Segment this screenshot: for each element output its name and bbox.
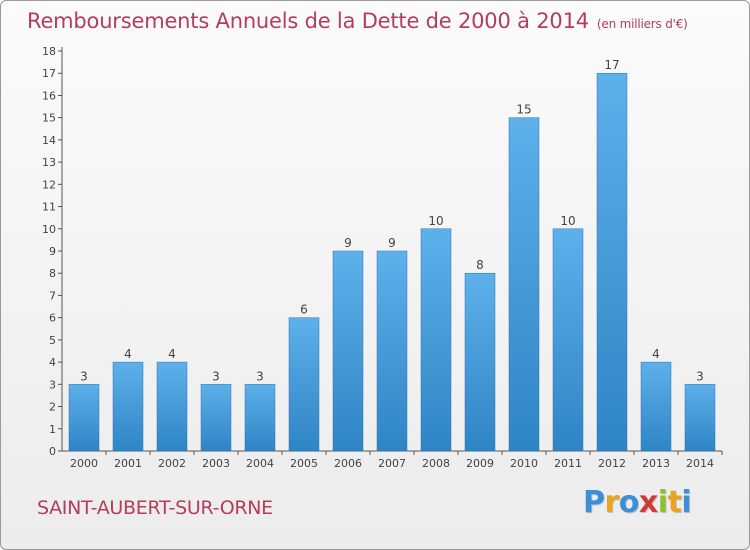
logo-letter: P [583,485,605,520]
y-tick-label: 9 [49,245,56,258]
x-tick-label: 2006 [334,457,362,470]
proxiti-logo: Proxiti [583,485,692,520]
logo-letter: t [667,485,682,520]
x-tick-label: 2008 [422,457,450,470]
x-tick-label: 2007 [378,457,406,470]
bar-value-label: 15 [516,103,531,117]
bar [552,228,584,452]
y-tick-label: 3 [49,378,56,391]
y-tick-label: 14 [42,134,56,147]
bar [420,228,452,452]
bar-value-label: 4 [652,347,660,361]
bar-value-label: 9 [344,236,352,250]
chart-title: Remboursements Annuels de la Dette de 20… [27,9,688,33]
bar-value-label: 8 [476,258,484,272]
bar [376,250,408,452]
bar-value-label: 10 [428,214,443,228]
y-tick-label: 16 [42,89,56,102]
x-tick-label: 2009 [466,457,494,470]
bar [112,361,144,452]
logo-letter: o [618,485,640,520]
y-tick-label: 11 [42,201,56,214]
bar [508,117,540,452]
bar-value-label: 17 [604,58,619,72]
bar [156,361,188,452]
x-tick-label: 2013 [642,457,670,470]
bar [244,384,276,452]
logo-letter: i [681,485,692,520]
y-tick-label: 0 [49,445,56,458]
x-tick-label: 2014 [686,457,714,470]
x-tick-label: 2011 [554,457,582,470]
bar [596,72,628,452]
y-tick-label: 6 [49,312,56,325]
y-tick-label: 13 [42,156,56,169]
y-tick-label: 10 [42,223,56,236]
x-tick-label: 2002 [158,457,186,470]
x-tick-label: 2010 [510,457,538,470]
city-name: SAINT-AUBERT-SUR-ORNE [37,497,273,519]
bar-value-label: 4 [124,347,132,361]
x-tick-label: 2005 [290,457,318,470]
bar-value-label: 4 [168,347,176,361]
y-tick-label: 1 [49,423,56,436]
bar [200,384,232,452]
bar-value-label: 3 [212,369,220,383]
logo-letter: x [638,485,658,520]
x-tick-label: 2004 [246,457,274,470]
bar [640,361,672,452]
x-tick-label: 2001 [114,457,142,470]
bar [288,317,320,452]
bar-value-label: 9 [388,236,396,250]
x-tick-label: 2012 [598,457,626,470]
y-tick-label: 4 [49,356,56,369]
y-tick-label: 8 [49,267,56,280]
bar-value-label: 3 [80,369,88,383]
bar-value-label: 3 [696,369,704,383]
chart-unit: (en milliers d'€) [596,17,688,31]
x-tick-label: 2000 [70,457,98,470]
y-tick-label: 7 [49,289,56,302]
x-tick-label: 2003 [202,457,230,470]
y-tick-label: 18 [42,45,56,58]
logo-letter: i [657,485,668,520]
bar [464,272,496,452]
bar-value-label: 3 [256,369,264,383]
bar [684,384,716,452]
y-tick-label: 12 [42,178,56,191]
logo-letter: r [604,485,620,520]
y-tick-label: 2 [49,401,56,414]
y-tick-label: 15 [42,112,56,125]
bar [68,384,100,452]
y-tick-label: 17 [42,67,56,80]
chart-title-text: Remboursements Annuels de la Dette de 20… [27,9,589,33]
bar-value-label: 6 [300,303,308,317]
bar-value-label: 10 [560,214,575,228]
y-tick-label: 5 [49,334,56,347]
bar [332,250,364,452]
